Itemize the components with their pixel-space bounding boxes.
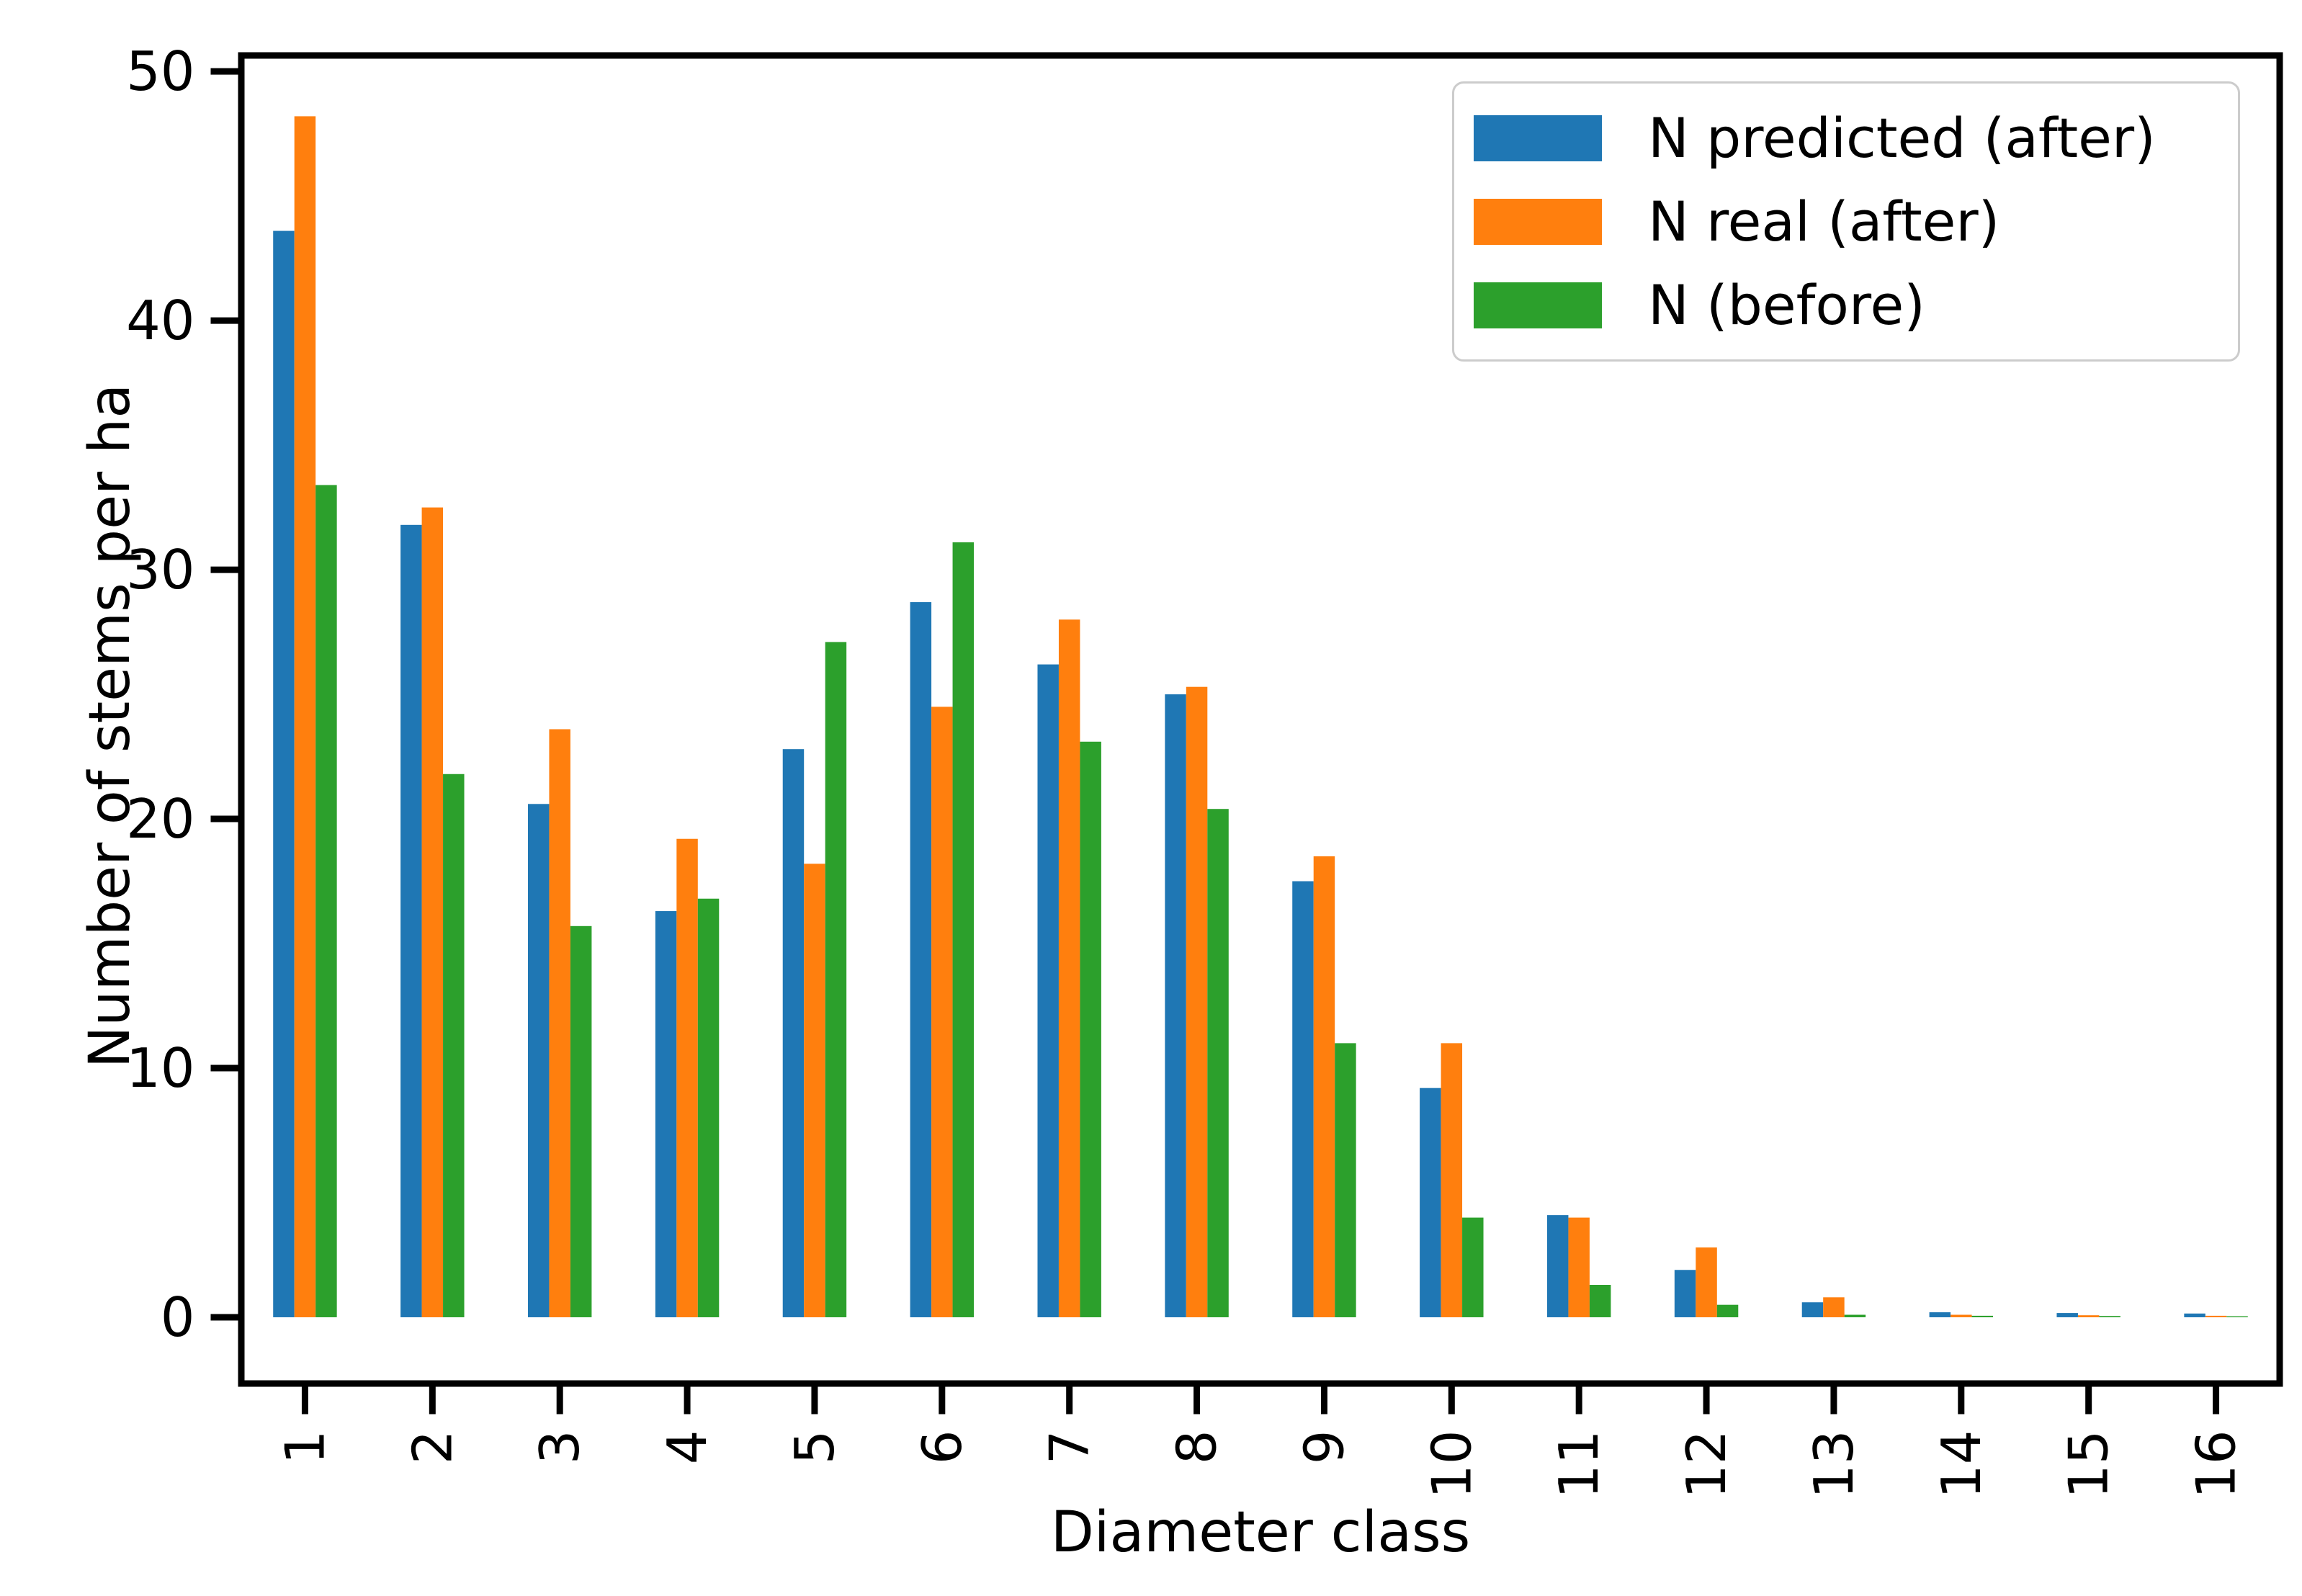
- x-tick-label-7: 7: [1038, 1430, 1101, 1465]
- legend-swatch-n-predicted-after: [1474, 115, 1602, 161]
- bar-series2-class3: [570, 925, 592, 1317]
- x-tick-label-6: 6: [910, 1430, 974, 1465]
- bar-series2-class15: [2099, 1316, 2120, 1317]
- bar-series2-class14: [1971, 1315, 1994, 1317]
- bar-series1-class6: [931, 707, 953, 1317]
- bar-series2-class9: [1335, 1043, 1356, 1317]
- x-axis-label: Diameter class: [1050, 1500, 1471, 1565]
- bar-series1-class7: [1058, 619, 1080, 1317]
- legend-swatch-n-before: [1474, 282, 1602, 328]
- x-tick-label-5: 5: [783, 1430, 846, 1465]
- bar-series0-class7: [1037, 664, 1059, 1317]
- bar-series2-class13: [1844, 1314, 1866, 1317]
- legend-item-n-before: N (before): [1474, 277, 2238, 333]
- x-tick-label-11: 11: [1547, 1430, 1611, 1499]
- bar-series1-class14: [1951, 1314, 1972, 1317]
- bar-series0-class6: [910, 602, 932, 1317]
- bar-series0-class12: [1674, 1270, 1696, 1317]
- bar-series0-class5: [782, 749, 805, 1317]
- y-tick-label-30: 30: [126, 538, 194, 601]
- x-tick-label-13: 13: [1802, 1430, 1866, 1499]
- bar-series1-class11: [1568, 1217, 1590, 1317]
- x-tick-label-14: 14: [1930, 1430, 1993, 1499]
- bar-series1-class8: [1186, 686, 1208, 1317]
- bar-series0-class14: [1929, 1312, 1951, 1317]
- y-tick-label-10: 10: [126, 1036, 194, 1100]
- bar-series2-class8: [1207, 809, 1229, 1317]
- bar-series1-class9: [1313, 856, 1335, 1317]
- bar-series1-class13: [1823, 1297, 1845, 1317]
- bar-series2-class6: [952, 542, 975, 1317]
- x-tick-label-16: 16: [2185, 1430, 2248, 1499]
- bar-series0-class4: [655, 911, 677, 1317]
- bar-series0-class16: [2184, 1313, 2205, 1317]
- bar-series2-class7: [1080, 741, 1101, 1317]
- y-axis-label: Number of stems per ha: [78, 383, 143, 1069]
- bar-series1-class16: [2205, 1315, 2227, 1317]
- bar-series2-class5: [825, 642, 847, 1317]
- y-tick-label-40: 40: [126, 289, 194, 352]
- x-tick-label-12: 12: [1675, 1430, 1738, 1499]
- legend-label-n-predicted-after: N predicted (after): [1648, 105, 2156, 170]
- legend-label-n-before: N (before): [1648, 272, 1925, 337]
- plot-box-spines: [238, 52, 2283, 1387]
- bar-series1-class10: [1441, 1043, 1463, 1317]
- bar-series0-class1: [273, 230, 295, 1317]
- legend-item-n-real-after: N real (after): [1474, 194, 2238, 250]
- bar-series0-class13: [1801, 1302, 1824, 1317]
- bar-series0-class8: [1165, 694, 1186, 1317]
- legend-item-n-predicted-after: N predicted (after): [1474, 110, 2238, 166]
- x-tick-label-15: 15: [2057, 1430, 2120, 1499]
- bar-series1-class4: [676, 838, 698, 1317]
- x-tick-label-10: 10: [1420, 1430, 1483, 1499]
- x-tick-label-3: 3: [528, 1430, 591, 1465]
- x-tick-label-2: 2: [400, 1430, 464, 1465]
- bar-series2-class4: [697, 898, 720, 1317]
- bar-series1-class2: [421, 507, 444, 1317]
- y-tick-label-50: 50: [126, 40, 194, 103]
- x-tick-label-8: 8: [1165, 1430, 1229, 1465]
- bar-series1-class3: [549, 729, 570, 1317]
- bar-series0-class15: [2056, 1313, 2078, 1317]
- bar-series2-class12: [1716, 1304, 1739, 1317]
- bar-series1-class1: [294, 116, 316, 1317]
- x-tick-label-1: 1: [273, 1430, 336, 1465]
- x-tick-label-4: 4: [655, 1430, 719, 1465]
- bar-series1-class12: [1696, 1247, 1717, 1317]
- bar-series1-class5: [804, 864, 825, 1317]
- y-tick-label-20: 20: [126, 787, 194, 851]
- bar-series2-class2: [443, 774, 465, 1317]
- bar-series0-class11: [1546, 1215, 1569, 1317]
- legend-label-n-real-after: N real (after): [1648, 189, 2000, 254]
- bar-series0-class3: [527, 804, 550, 1317]
- bar-series0-class9: [1292, 881, 1314, 1317]
- legend-swatch-n-real-after: [1474, 198, 1602, 245]
- bar-series2-class1: [315, 485, 337, 1317]
- bar-series2-class11: [1589, 1284, 1611, 1317]
- bar-series0-class2: [400, 524, 422, 1317]
- bar-series1-class15: [2077, 1315, 2100, 1317]
- bar-series2-class10: [1462, 1217, 1484, 1317]
- x-tick-label-9: 9: [1292, 1430, 1356, 1465]
- legend: N predicted (after) N real (after) N (be…: [1452, 81, 2240, 362]
- y-tick-label-0: 0: [161, 1286, 195, 1349]
- bar-series0-class10: [1420, 1088, 1441, 1317]
